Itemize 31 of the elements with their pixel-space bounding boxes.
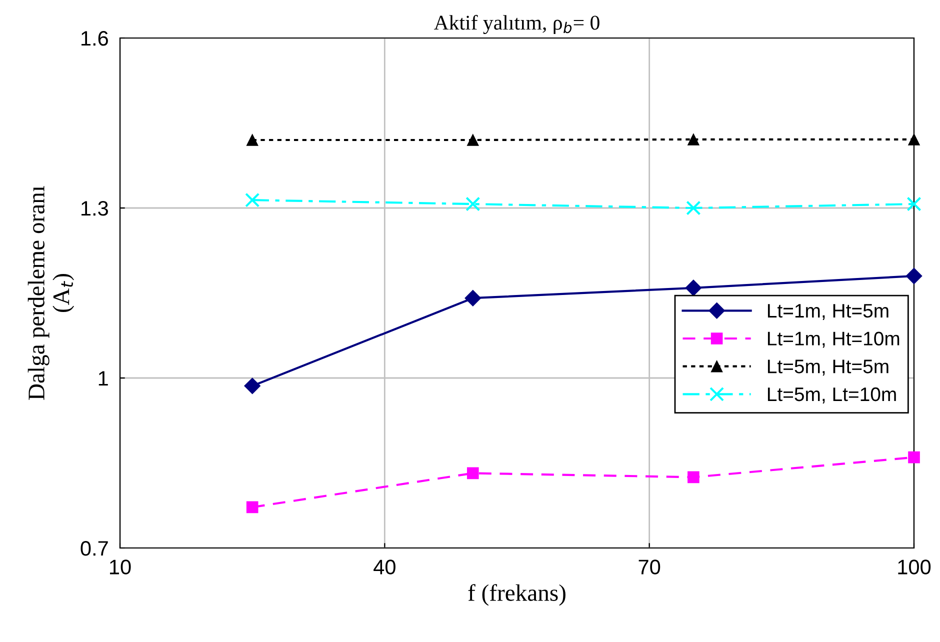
point (464, 290, 482, 306)
point (466, 467, 479, 480)
point (466, 196, 480, 212)
x-axis-title: f (frekans) (468, 584, 566, 606)
y-tick-label: 0.7 (80, 541, 108, 556)
legend-label: Lt=5m, Lt=10m (768, 387, 896, 404)
point (685, 280, 702, 296)
point (244, 378, 261, 394)
y-tick-label: 1.3 (82, 201, 108, 216)
point (688, 471, 700, 484)
legend-label: Lt=1m, Ht=5m (768, 304, 888, 320)
y-tick-label: 1 (98, 371, 108, 386)
point (466, 134, 479, 146)
x-tick-label: 40 (374, 560, 396, 574)
point (688, 134, 700, 146)
x-tick-label: 100 (898, 560, 931, 574)
y-axis-title: Dalga perdeleme oranı (A$_{t}$) (28, 186, 74, 400)
point (906, 196, 922, 212)
point (246, 134, 258, 146)
chart-title: Aktif yalıtım, ρ$_{b}$= 0 (434, 14, 600, 34)
legend-label: Lt=5m, Ht=5m (768, 360, 888, 376)
point (908, 451, 920, 464)
point (908, 134, 920, 146)
legend-label: Lt=1m, Ht=10m (768, 332, 900, 348)
point (906, 268, 922, 284)
y-tick-label: 1.6 (82, 31, 108, 46)
x-tick-label: 10 (110, 560, 131, 574)
x-tick-label: 70 (638, 560, 660, 574)
point (686, 200, 701, 216)
point (246, 501, 258, 514)
point (245, 192, 260, 208)
